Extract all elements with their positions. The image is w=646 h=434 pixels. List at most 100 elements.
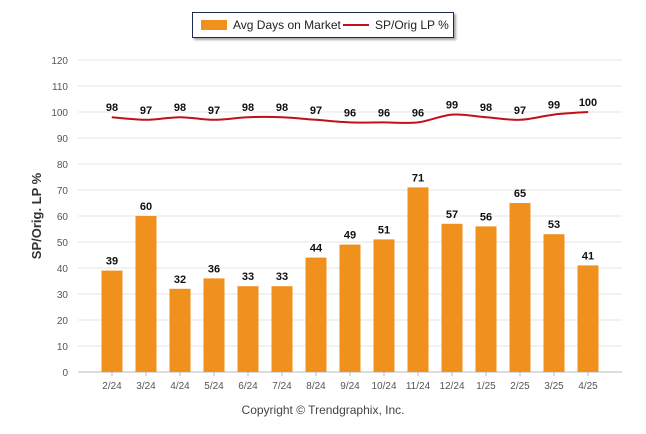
line-data-label: 99: [446, 100, 458, 112]
x-tick-label: 10/24: [371, 381, 396, 392]
bar-data-label: 51: [378, 224, 390, 236]
line-point: [417, 121, 419, 123]
y-tick-label: 100: [51, 108, 68, 119]
bar: [203, 278, 225, 372]
line-data-label: 96: [344, 107, 356, 119]
line-point: [315, 119, 317, 121]
x-tick-label: 6/24: [238, 381, 258, 392]
bar: [271, 286, 293, 372]
x-tick-label: 12/24: [439, 381, 464, 392]
legend-swatch-line: [343, 24, 369, 26]
line-point: [485, 116, 487, 118]
bar-data-label: 36: [208, 263, 220, 275]
x-tick-label: 2/25: [510, 381, 530, 392]
bar-data-label: 33: [276, 271, 288, 283]
legend-item-line: SP/Orig LP %: [343, 18, 449, 32]
line-data-label: 97: [514, 105, 526, 117]
legend-item-bars: Avg Days on Market: [201, 18, 341, 32]
line-point: [587, 111, 589, 113]
bar-data-label: 32: [174, 274, 186, 286]
line-series: 98 97 98 97 98 98 97 96 96 96 99 98 97 99 100: [106, 97, 597, 124]
line-point: [247, 116, 249, 118]
x-tick-label: 4/25: [578, 381, 598, 392]
bar: [441, 223, 463, 372]
x-tick-label: 7/24: [272, 381, 292, 392]
bar: [169, 288, 191, 372]
y-tick-label: 60: [57, 212, 69, 223]
line-data-label: 100: [579, 97, 597, 109]
line-point: [451, 114, 453, 116]
y-tick-label: 110: [52, 82, 68, 93]
bar-data-label: 60: [140, 201, 152, 213]
y-tick-label: 20: [57, 316, 69, 327]
bar: [305, 257, 327, 372]
y-tick-label: 0: [62, 368, 68, 379]
x-tick-label: 3/24: [136, 381, 156, 392]
bar-series: 39 60 32 36 33 33 44 49 51 71 57 56 65 53 41: [101, 172, 599, 372]
copyright-text: Copyright © Trendgraphix, Inc.: [241, 403, 405, 417]
bar-data-label: 41: [582, 250, 594, 262]
bar-data-label: 49: [344, 230, 356, 242]
bar: [135, 216, 157, 372]
bar: [543, 234, 565, 372]
legend-label-line: SP/Orig LP %: [375, 18, 449, 32]
x-tick-label: 9/24: [340, 381, 360, 392]
line-data-label: 96: [378, 107, 390, 119]
bar: [509, 203, 531, 372]
line-data-label: 98: [480, 102, 492, 114]
line-data-label: 98: [106, 102, 118, 114]
x-tick-label: 11/24: [406, 381, 431, 392]
y-axis-ticks: 0 10 20 30 40 50 60 70 80 90 100 110 120: [51, 56, 68, 379]
y-axis-label: SP/Orig. LP %: [29, 172, 44, 259]
line-point: [213, 119, 215, 121]
line-data-label: 98: [276, 102, 288, 114]
legend-label-bars: Avg Days on Market: [233, 18, 341, 32]
line-data-label: 98: [174, 102, 186, 114]
line-point: [349, 121, 351, 123]
y-tick-label: 80: [57, 160, 69, 171]
x-tick-label: 8/24: [306, 381, 326, 392]
bar-data-label: 33: [242, 271, 254, 283]
y-tick-label: 10: [57, 342, 69, 353]
bar-data-label: 39: [106, 256, 118, 268]
line-point: [383, 121, 385, 123]
line-data-label: 97: [310, 105, 322, 117]
bar-data-label: 56: [480, 211, 492, 223]
line-data-label: 99: [548, 100, 560, 112]
bar-data-label: 53: [548, 219, 560, 231]
line-point: [179, 116, 181, 118]
line-point: [553, 114, 555, 116]
y-tick-label: 30: [57, 290, 69, 301]
y-tick-label: 120: [51, 56, 68, 67]
x-tick-label: 2/24: [102, 381, 122, 392]
line-data-label: 97: [208, 105, 220, 117]
bar: [237, 286, 259, 372]
bar-data-label: 65: [514, 188, 526, 200]
legend: Avg Days on Market SP/Orig LP %: [192, 12, 454, 38]
y-tick-label: 40: [57, 264, 69, 275]
y-tick-label: 90: [57, 134, 69, 145]
line-point: [281, 116, 283, 118]
x-tick-label: 5/24: [204, 381, 224, 392]
line-point: [111, 116, 113, 118]
line-point: [145, 119, 147, 121]
bar: [577, 265, 599, 372]
bar: [407, 187, 429, 372]
line-point: [519, 119, 521, 121]
y-tick-label: 50: [57, 238, 69, 249]
x-axis-ticks: 2/24 3/24 4/24 5/24 6/24 7/24 8/24 9/24 10/24 11/…: [102, 372, 598, 392]
bar-data-label: 57: [446, 209, 458, 221]
bar: [339, 244, 361, 372]
line-data-label: 96: [412, 107, 424, 119]
x-tick-label: 1/25: [476, 381, 496, 392]
legend-swatch-bar: [201, 20, 227, 30]
bar-data-label: 71: [412, 172, 424, 184]
y-tick-label: 70: [57, 186, 69, 197]
line-data-label: 97: [140, 105, 152, 117]
bar: [475, 226, 497, 372]
x-tick-label: 3/25: [544, 381, 564, 392]
x-tick-label: 4/24: [170, 381, 190, 392]
bar-data-label: 44: [310, 243, 323, 255]
bar: [373, 239, 395, 372]
